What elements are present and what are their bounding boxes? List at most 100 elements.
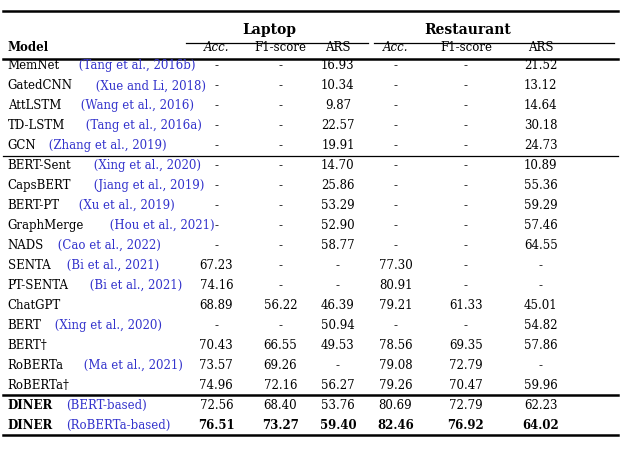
Text: -: - bbox=[278, 119, 282, 132]
Text: -: - bbox=[464, 79, 468, 92]
Text: 79.08: 79.08 bbox=[379, 359, 412, 372]
Text: -: - bbox=[394, 79, 397, 92]
Text: -: - bbox=[214, 59, 218, 72]
Text: F1-score: F1-score bbox=[254, 41, 307, 54]
Text: (Xu et al., 2019): (Xu et al., 2019) bbox=[75, 199, 175, 212]
Text: -: - bbox=[214, 119, 218, 132]
Text: -: - bbox=[464, 319, 468, 332]
Text: 74.16: 74.16 bbox=[200, 279, 233, 292]
Text: 14.64: 14.64 bbox=[524, 99, 557, 112]
Text: TD-LSTM: TD-LSTM bbox=[8, 119, 65, 132]
Text: 54.82: 54.82 bbox=[524, 319, 557, 332]
Text: 70.43: 70.43 bbox=[200, 339, 233, 352]
Text: 70.47: 70.47 bbox=[449, 379, 483, 392]
Text: 82.46: 82.46 bbox=[377, 419, 414, 432]
Text: 50.94: 50.94 bbox=[321, 319, 355, 332]
Text: (Tang et al., 2016a): (Tang et al., 2016a) bbox=[82, 119, 202, 132]
Text: -: - bbox=[214, 179, 218, 192]
Text: 72.79: 72.79 bbox=[449, 359, 483, 372]
Text: -: - bbox=[278, 199, 282, 212]
Text: 64.02: 64.02 bbox=[522, 419, 559, 432]
Text: 58.77: 58.77 bbox=[321, 239, 355, 252]
Text: (Hou et al., 2021): (Hou et al., 2021) bbox=[106, 219, 215, 232]
Text: F1-score: F1-score bbox=[440, 41, 492, 54]
Text: 69.35: 69.35 bbox=[449, 339, 483, 352]
Text: 64.55: 64.55 bbox=[524, 239, 557, 252]
Text: -: - bbox=[278, 99, 282, 112]
Text: 52.90: 52.90 bbox=[321, 219, 355, 232]
Text: -: - bbox=[214, 159, 218, 172]
Text: Acc.: Acc. bbox=[204, 41, 229, 54]
Text: BERT†: BERT† bbox=[8, 339, 47, 352]
Text: -: - bbox=[214, 79, 218, 92]
Text: Laptop: Laptop bbox=[242, 23, 296, 36]
Text: (Ma et al., 2021): (Ma et al., 2021) bbox=[80, 359, 183, 372]
Text: ChatGPT: ChatGPT bbox=[8, 299, 61, 312]
Text: -: - bbox=[464, 179, 468, 192]
Text: 49.53: 49.53 bbox=[321, 339, 355, 352]
Text: -: - bbox=[464, 279, 468, 292]
Text: CapsBERT: CapsBERT bbox=[8, 179, 71, 192]
Text: 72.79: 72.79 bbox=[449, 399, 483, 412]
Text: (Tang et al., 2016b): (Tang et al., 2016b) bbox=[75, 59, 195, 72]
Text: 59.96: 59.96 bbox=[524, 379, 557, 392]
Text: 46.39: 46.39 bbox=[321, 299, 355, 312]
Text: SENTA: SENTA bbox=[8, 259, 51, 272]
Text: 69.26: 69.26 bbox=[264, 359, 297, 372]
Text: 61.33: 61.33 bbox=[449, 299, 483, 312]
Text: 72.16: 72.16 bbox=[264, 379, 297, 392]
Text: 68.40: 68.40 bbox=[264, 399, 297, 412]
Text: RoBERTa: RoBERTa bbox=[8, 359, 64, 372]
Text: -: - bbox=[464, 59, 468, 72]
Text: -: - bbox=[336, 279, 340, 292]
Text: -: - bbox=[336, 359, 340, 372]
Text: -: - bbox=[278, 139, 282, 152]
Text: -: - bbox=[394, 139, 397, 152]
Text: -: - bbox=[278, 319, 282, 332]
Text: 80.91: 80.91 bbox=[379, 279, 412, 292]
Text: 19.91: 19.91 bbox=[321, 139, 355, 152]
Text: 10.34: 10.34 bbox=[321, 79, 355, 92]
Text: BERT-PT: BERT-PT bbox=[8, 199, 60, 212]
Text: 24.73: 24.73 bbox=[524, 139, 557, 152]
Text: -: - bbox=[278, 159, 282, 172]
Text: PT-SENTA: PT-SENTA bbox=[8, 279, 68, 292]
Text: 21.52: 21.52 bbox=[524, 59, 557, 72]
Text: -: - bbox=[464, 259, 468, 272]
Text: (Jiang et al., 2019): (Jiang et al., 2019) bbox=[90, 179, 204, 192]
Text: BERT: BERT bbox=[8, 319, 42, 332]
Text: -: - bbox=[464, 139, 468, 152]
Text: -: - bbox=[278, 79, 282, 92]
Text: 57.46: 57.46 bbox=[524, 219, 557, 232]
Text: 68.89: 68.89 bbox=[200, 299, 233, 312]
Text: -: - bbox=[278, 59, 282, 72]
Text: -: - bbox=[214, 139, 218, 152]
Text: 56.27: 56.27 bbox=[321, 379, 355, 392]
Text: 30.18: 30.18 bbox=[524, 119, 557, 132]
Text: 59.29: 59.29 bbox=[524, 199, 557, 212]
Text: 53.29: 53.29 bbox=[321, 199, 355, 212]
Text: 73.27: 73.27 bbox=[262, 419, 299, 432]
Text: -: - bbox=[394, 179, 397, 192]
Text: 9.87: 9.87 bbox=[325, 99, 351, 112]
Text: 53.76: 53.76 bbox=[321, 399, 355, 412]
Text: 79.21: 79.21 bbox=[379, 299, 412, 312]
Text: -: - bbox=[214, 239, 218, 252]
Text: 59.40: 59.40 bbox=[319, 419, 356, 432]
Text: -: - bbox=[539, 279, 543, 292]
Text: 76.92: 76.92 bbox=[447, 419, 484, 432]
Text: (Xue and Li, 2018): (Xue and Li, 2018) bbox=[92, 79, 205, 92]
Text: 72.56: 72.56 bbox=[200, 399, 233, 412]
Text: GatedCNN: GatedCNN bbox=[8, 79, 73, 92]
Text: (Bi et al., 2021): (Bi et al., 2021) bbox=[86, 279, 182, 292]
Text: -: - bbox=[394, 319, 397, 332]
Text: 22.57: 22.57 bbox=[321, 119, 355, 132]
Text: -: - bbox=[278, 279, 282, 292]
Text: 78.56: 78.56 bbox=[379, 339, 412, 352]
Text: -: - bbox=[214, 219, 218, 232]
Text: ARS: ARS bbox=[528, 41, 554, 54]
Text: (RoBERTa-based): (RoBERTa-based) bbox=[66, 419, 170, 432]
Text: 57.86: 57.86 bbox=[524, 339, 557, 352]
Text: -: - bbox=[394, 99, 397, 112]
Text: 79.26: 79.26 bbox=[379, 379, 412, 392]
